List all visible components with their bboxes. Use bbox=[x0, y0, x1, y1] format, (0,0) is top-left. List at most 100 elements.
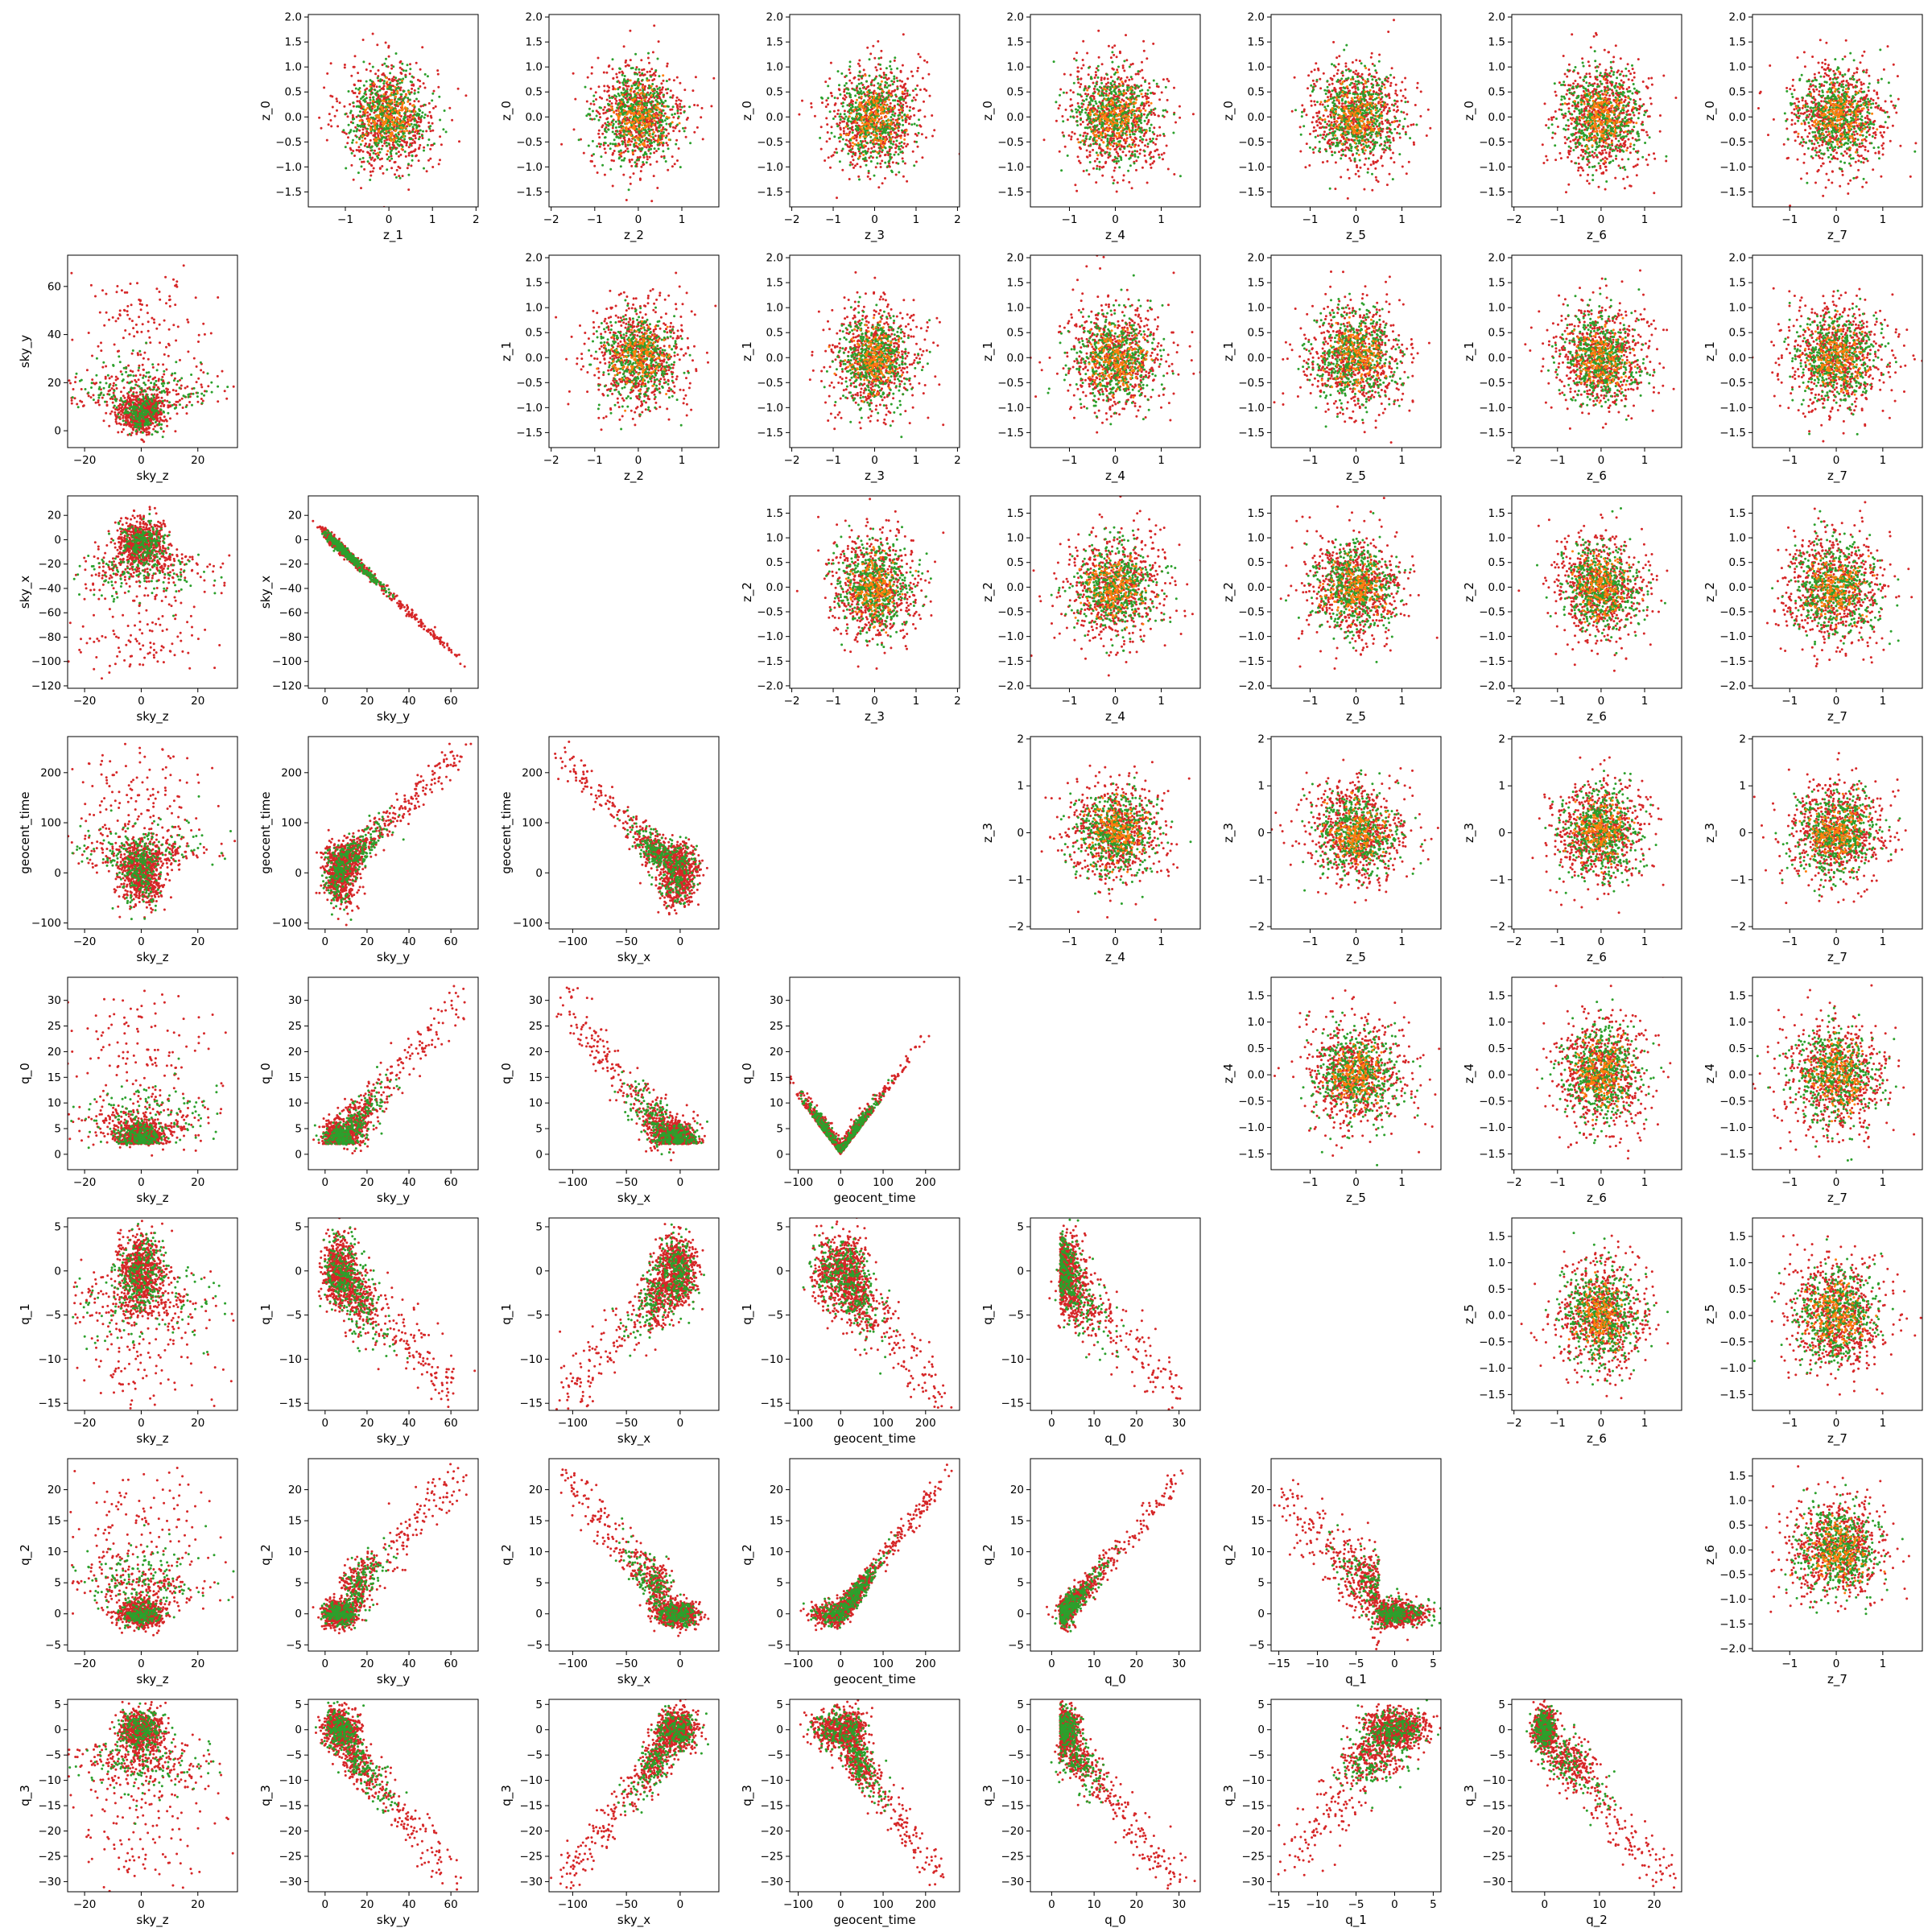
data-point bbox=[1085, 135, 1088, 138]
data-point bbox=[840, 72, 843, 75]
data-point bbox=[872, 99, 874, 101]
data-point bbox=[1113, 44, 1116, 47]
data-point bbox=[1117, 66, 1120, 68]
data-point bbox=[906, 105, 908, 108]
data-point bbox=[376, 155, 378, 158]
data-point bbox=[1076, 115, 1079, 118]
data-point bbox=[431, 93, 434, 95]
data-point bbox=[902, 124, 904, 126]
data-point bbox=[644, 122, 646, 125]
data-point bbox=[372, 100, 374, 102]
data-point bbox=[613, 150, 616, 152]
data-point bbox=[374, 159, 376, 161]
data-point bbox=[857, 142, 860, 144]
data-point bbox=[1159, 134, 1162, 137]
data-point bbox=[358, 146, 361, 148]
data-point bbox=[882, 112, 885, 114]
data-point bbox=[398, 130, 401, 133]
data-point bbox=[849, 60, 852, 63]
data-point bbox=[845, 82, 848, 85]
data-point bbox=[915, 93, 918, 96]
data-point bbox=[1149, 127, 1151, 130]
data-point bbox=[665, 160, 667, 163]
data-point bbox=[616, 76, 618, 79]
data-point bbox=[628, 132, 630, 134]
data-point bbox=[1141, 69, 1143, 72]
data-point bbox=[408, 109, 411, 112]
data-point bbox=[837, 109, 840, 112]
data-point bbox=[906, 89, 909, 92]
data-point bbox=[881, 149, 884, 151]
data-point bbox=[378, 85, 381, 88]
data-point bbox=[1130, 96, 1133, 98]
data-point bbox=[431, 130, 434, 132]
data-point bbox=[710, 105, 712, 107]
data-point bbox=[361, 135, 364, 138]
data-point bbox=[419, 109, 421, 112]
data-point bbox=[852, 159, 855, 161]
data-point bbox=[929, 95, 931, 97]
data-point bbox=[630, 134, 632, 136]
data-point bbox=[1070, 89, 1072, 92]
data-point bbox=[385, 108, 387, 110]
data-point bbox=[842, 105, 844, 108]
data-point bbox=[1161, 154, 1163, 156]
x-tick-label: 0 bbox=[635, 213, 642, 226]
data-point bbox=[418, 138, 420, 140]
data-point bbox=[661, 105, 663, 107]
data-point bbox=[632, 152, 634, 155]
data-point bbox=[407, 123, 410, 126]
data-point bbox=[600, 143, 602, 146]
data-point bbox=[848, 146, 851, 148]
data-point bbox=[885, 81, 887, 84]
data-point bbox=[1129, 134, 1131, 136]
data-point bbox=[836, 125, 839, 127]
data-point bbox=[398, 151, 400, 153]
data-point bbox=[676, 76, 679, 79]
data-point bbox=[683, 111, 685, 114]
data-point bbox=[900, 145, 902, 147]
data-point bbox=[613, 94, 616, 97]
data-point bbox=[386, 153, 388, 155]
data-point bbox=[933, 129, 935, 131]
data-point bbox=[435, 105, 437, 108]
data-point bbox=[1133, 114, 1136, 117]
data-point bbox=[886, 92, 888, 94]
data-point bbox=[1162, 114, 1164, 117]
data-point bbox=[635, 142, 638, 144]
data-point bbox=[617, 130, 619, 133]
y-axis-label: z_0 bbox=[258, 101, 274, 121]
data-point bbox=[881, 116, 883, 118]
data-point bbox=[1096, 167, 1098, 170]
data-point bbox=[607, 121, 609, 123]
data-point bbox=[1113, 68, 1115, 71]
data-point bbox=[377, 90, 379, 93]
data-point bbox=[908, 122, 910, 125]
data-point bbox=[631, 85, 634, 87]
data-point bbox=[906, 77, 909, 80]
data-point bbox=[899, 85, 902, 87]
data-point bbox=[648, 109, 650, 112]
data-point bbox=[651, 83, 654, 85]
data-point bbox=[869, 155, 872, 158]
data-point bbox=[811, 106, 813, 109]
data-point bbox=[1084, 93, 1087, 95]
data-point bbox=[638, 124, 641, 126]
data-point bbox=[894, 154, 896, 156]
data-point bbox=[390, 129, 392, 131]
panel-z_0-vs-z_2: −2 −1 0 1−1.5−1.0−0.50.00.51.01.52.0z_2z_0 bbox=[499, 11, 719, 243]
data-point bbox=[1062, 120, 1064, 122]
data-point bbox=[814, 115, 816, 118]
data-point bbox=[880, 56, 882, 59]
data-point bbox=[635, 88, 638, 90]
data-point bbox=[1086, 114, 1088, 116]
data-point bbox=[861, 118, 863, 121]
data-point bbox=[896, 68, 898, 70]
data-point bbox=[848, 80, 851, 82]
data-point bbox=[1146, 97, 1148, 100]
data-point bbox=[608, 94, 610, 97]
data-point bbox=[656, 91, 658, 93]
data-point bbox=[642, 161, 644, 163]
data-point bbox=[583, 152, 585, 155]
data-point bbox=[660, 155, 663, 158]
